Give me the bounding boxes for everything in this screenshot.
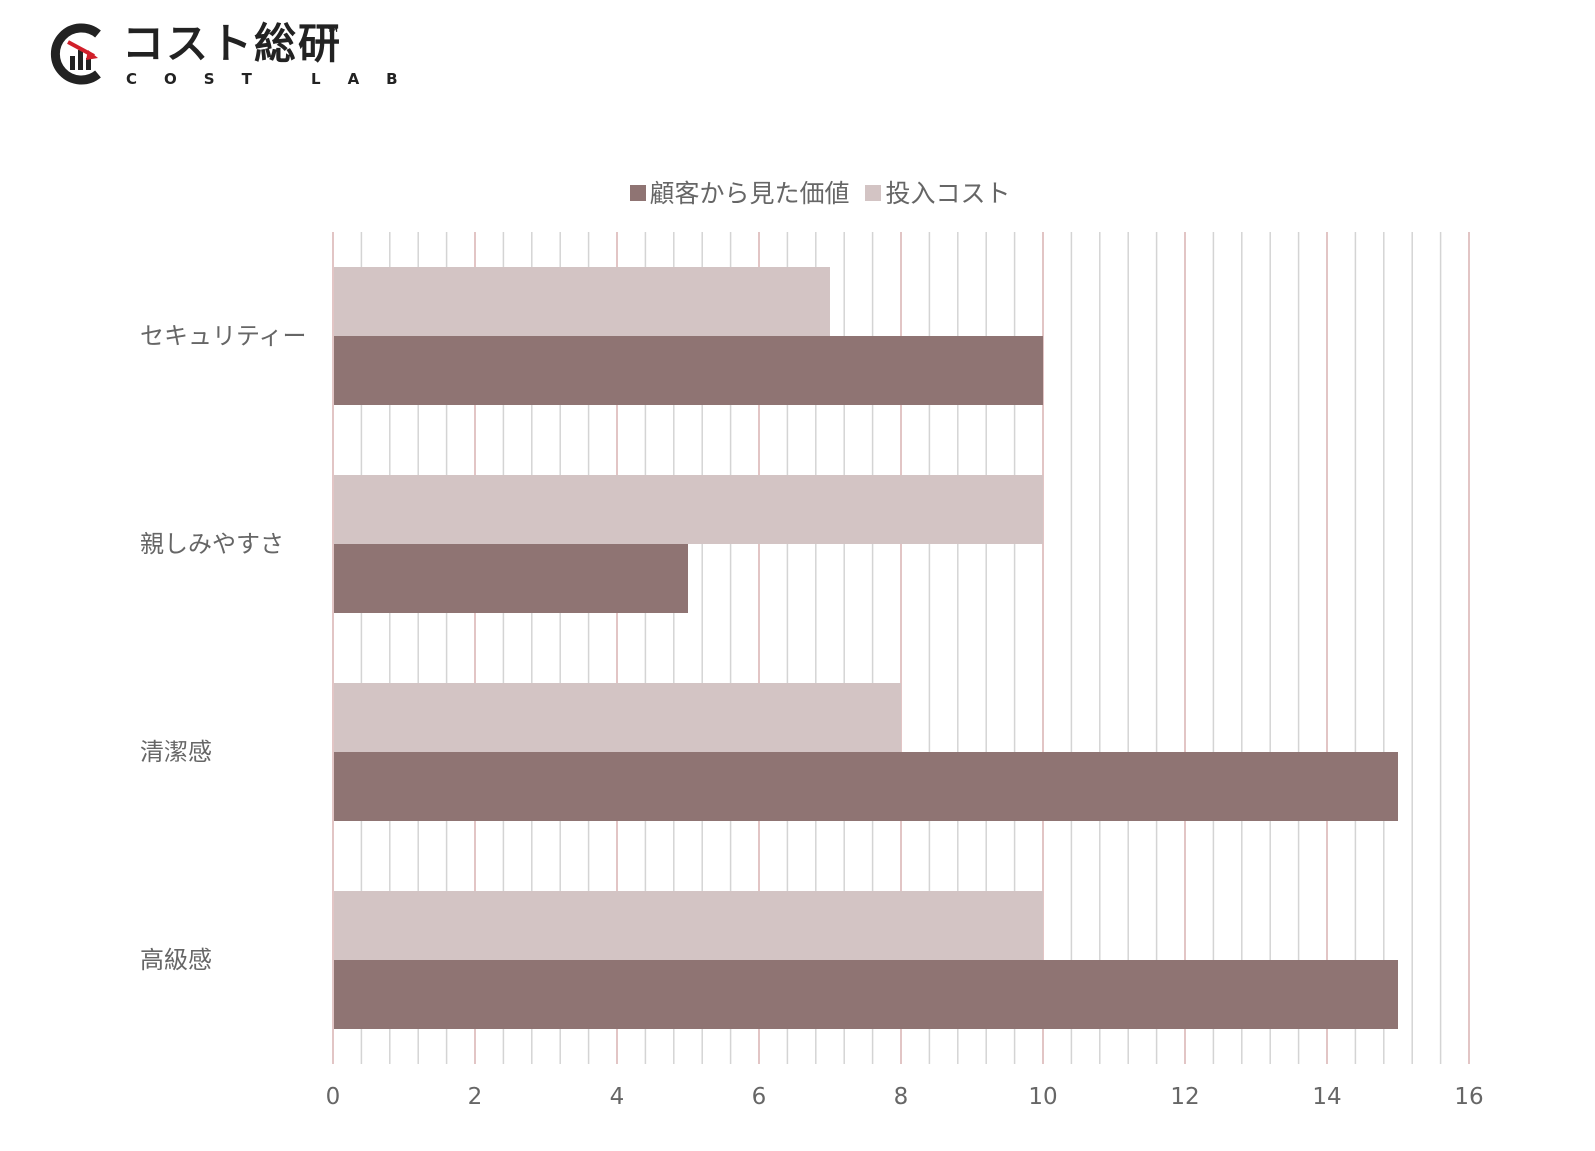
x-tick-label: 0 bbox=[326, 1084, 341, 1110]
bar-value bbox=[333, 336, 1043, 405]
category-label: 清潔感 bbox=[140, 738, 212, 766]
x-tick-label: 10 bbox=[1028, 1084, 1057, 1110]
legend-swatch-value bbox=[629, 185, 646, 201]
legend-item-value: 顧客から見た価値 bbox=[629, 176, 850, 212]
logo-trademark: ™ bbox=[326, 26, 340, 42]
logo: コスト総研 ™ COST LAB bbox=[48, 18, 398, 94]
x-tick-label: 4 bbox=[610, 1084, 625, 1110]
bar-value bbox=[333, 752, 1398, 821]
bar-cost bbox=[333, 267, 830, 336]
x-tick-label: 6 bbox=[752, 1084, 767, 1110]
bar-cost bbox=[333, 683, 901, 752]
category-label: 親しみやすさ bbox=[140, 530, 284, 558]
category-label: 高級感 bbox=[140, 946, 212, 974]
x-tick-label: 2 bbox=[468, 1084, 483, 1110]
x-tick-label: 12 bbox=[1170, 1084, 1199, 1110]
x-tick-label: 14 bbox=[1312, 1084, 1341, 1110]
logo-title: コスト総研 bbox=[122, 19, 343, 68]
cost-lab-logo-icon bbox=[50, 23, 101, 85]
legend-label-value: 顧客から見た価値 bbox=[649, 179, 850, 208]
legend-item-cost: 投入コスト bbox=[865, 176, 1010, 212]
x-tick-label: 16 bbox=[1454, 1084, 1483, 1110]
legend-swatch-cost bbox=[865, 185, 882, 201]
bar-value bbox=[333, 960, 1398, 1029]
legend-label-cost: 投入コスト bbox=[885, 179, 1011, 208]
category-label: セキュリティー bbox=[140, 322, 307, 350]
logo-subtitle: COST LAB bbox=[126, 70, 425, 88]
bar-value bbox=[333, 544, 688, 613]
chart-legend: 顧客から見た価値 投入コスト bbox=[0, 176, 1595, 212]
bar-cost bbox=[333, 475, 1043, 544]
x-tick-label: 8 bbox=[894, 1084, 909, 1110]
bar-cost bbox=[333, 891, 1043, 960]
